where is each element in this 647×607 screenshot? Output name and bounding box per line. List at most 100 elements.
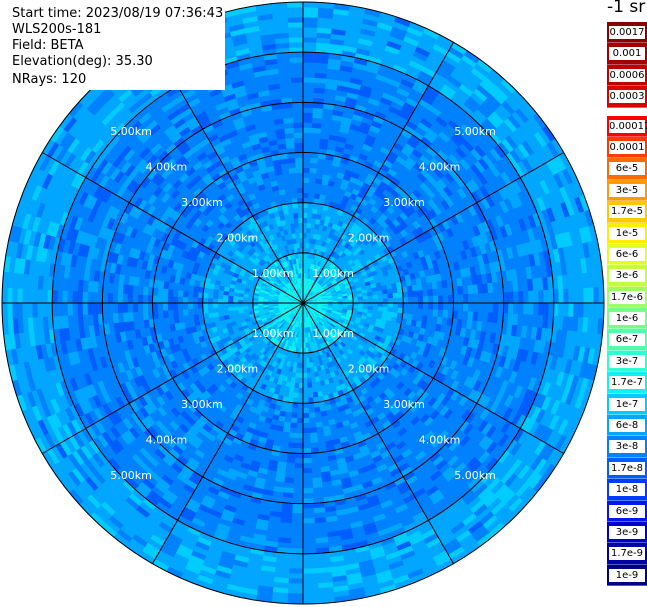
range-gate-cell: [367, 295, 374, 300]
range-gate-cell: [558, 289, 565, 304]
range-gate-cell: [302, 578, 319, 585]
range-gate-cell: [392, 302, 399, 309]
range-gate-cell: [377, 302, 384, 308]
range-gate-cell: [437, 309, 444, 319]
range-gate-cell: [302, 232, 307, 239]
range-gate-cell: [295, 437, 304, 444]
range-gate-cell: [422, 308, 429, 317]
range-gate-cell: [302, 21, 319, 28]
range-gate-cell: [309, 427, 317, 434]
range-gate-cell: [302, 362, 307, 369]
range-gate-cell: [543, 289, 550, 304]
range-gate-cell: [302, 66, 316, 73]
range-gate-cell: [302, 387, 309, 394]
range-gate-cell: [302, 538, 316, 545]
range-gate-cell: [289, 558, 304, 565]
range-gate-cell: [397, 297, 404, 304]
range-gate-cell: [302, 488, 314, 494]
range-gate-cell: [295, 442, 304, 449]
range-gate-cell: [309, 162, 319, 169]
range-gate-cell: [302, 107, 314, 113]
range-gate-cell: [422, 302, 429, 310]
range-gate-cell: [308, 407, 315, 414]
range-gate-cell: [583, 287, 590, 304]
range-gate-cell: [417, 308, 424, 316]
range-gate-cell: [302, 437, 311, 444]
range-gate-cell: [298, 377, 304, 384]
range-gate-cell: [367, 302, 374, 307]
range-gate-cell: [372, 294, 379, 300]
range-gate-cell: [372, 298, 379, 304]
range-gate-cell: [548, 289, 555, 304]
range-gate-cell: [463, 302, 469, 312]
range-gate-cell: [598, 302, 605, 320]
range-gate-cell: [302, 91, 315, 98]
range-gate-cell: [302, 598, 320, 605]
range-gate-cell: [508, 302, 515, 315]
range-gate-cell: [308, 422, 317, 429]
range-gate-cell: [302, 36, 318, 43]
range-gate-cell: [287, 442, 296, 449]
range-gate-cell: [402, 297, 409, 304]
range-gate-cell: [302, 202, 309, 209]
range-gate-cell: [302, 457, 312, 464]
range-gate-cell: [296, 417, 304, 424]
range-gate-cell: [468, 293, 474, 304]
range-gate-cell: [302, 172, 311, 179]
range-gate-cell: [302, 573, 318, 580]
range-gate-cell: [377, 298, 384, 304]
range-gate-cell: [302, 588, 319, 595]
range-gate-cell: [432, 302, 439, 311]
range-gate-cell: [568, 302, 575, 318]
range-gate-cell: [412, 296, 419, 304]
range-gate-cell: [292, 392, 299, 399]
range-gate-cell: [382, 302, 389, 308]
range-gate-cell: [503, 291, 509, 304]
range-gate-cell: [588, 287, 595, 304]
range-gate-cell: [302, 402, 309, 409]
range-gate-cell: [302, 177, 310, 184]
range-gate-cell: [533, 290, 540, 304]
range-gate-cell: [302, 508, 315, 515]
range-gate-cell: [442, 295, 449, 304]
range-gate-cell: [302, 167, 311, 174]
range-gate-cell: [412, 302, 419, 310]
range-gate-cell: [302, 227, 308, 234]
range-gate-cell: [291, 518, 304, 525]
range-gate-cell: [573, 288, 580, 304]
range-gate-cell: [293, 468, 304, 474]
range-gate-cell: [583, 302, 590, 319]
range-gate-cell: [407, 291, 414, 298]
range-gate-cell: [302, 518, 315, 525]
range-gate-cell: [291, 513, 304, 520]
range-gate-cell: [362, 299, 369, 304]
range-gate-cell: [302, 432, 311, 439]
range-gate-cell: [302, 478, 313, 484]
range-gate-cell: [381, 289, 389, 295]
range-gate-cell: [302, 217, 308, 224]
range-gate-cell: [302, 548, 317, 555]
range-gate-cell: [302, 56, 317, 63]
range-gate-cell: [306, 382, 313, 389]
range-gate-cell: [289, 548, 304, 555]
backscatter-field: [1, 1, 605, 605]
range-gate-cell: [302, 422, 310, 429]
range-gate-cell: [295, 427, 304, 434]
range-gate-cell: [302, 222, 308, 229]
range-gate-cell: [382, 298, 389, 304]
range-gate-cell: [427, 289, 434, 297]
range-gate-cell: [305, 362, 311, 369]
range-gate-cell: [294, 457, 304, 464]
range-gate-cell: [422, 289, 429, 298]
range-gate-cell: [478, 293, 484, 304]
range-gate-cell: [447, 294, 454, 304]
range-gate-cell: [308, 182, 316, 189]
range-gate-cell: [293, 387, 299, 394]
range-gate-cell: [302, 51, 317, 58]
range-gate-cell: [387, 307, 394, 313]
range-gate-cell: [302, 558, 317, 565]
range-gate-cell: [292, 493, 304, 499]
range-gate-cell: [290, 533, 304, 540]
range-gate-cell: [387, 302, 394, 309]
range-gate-cell: [308, 417, 316, 424]
